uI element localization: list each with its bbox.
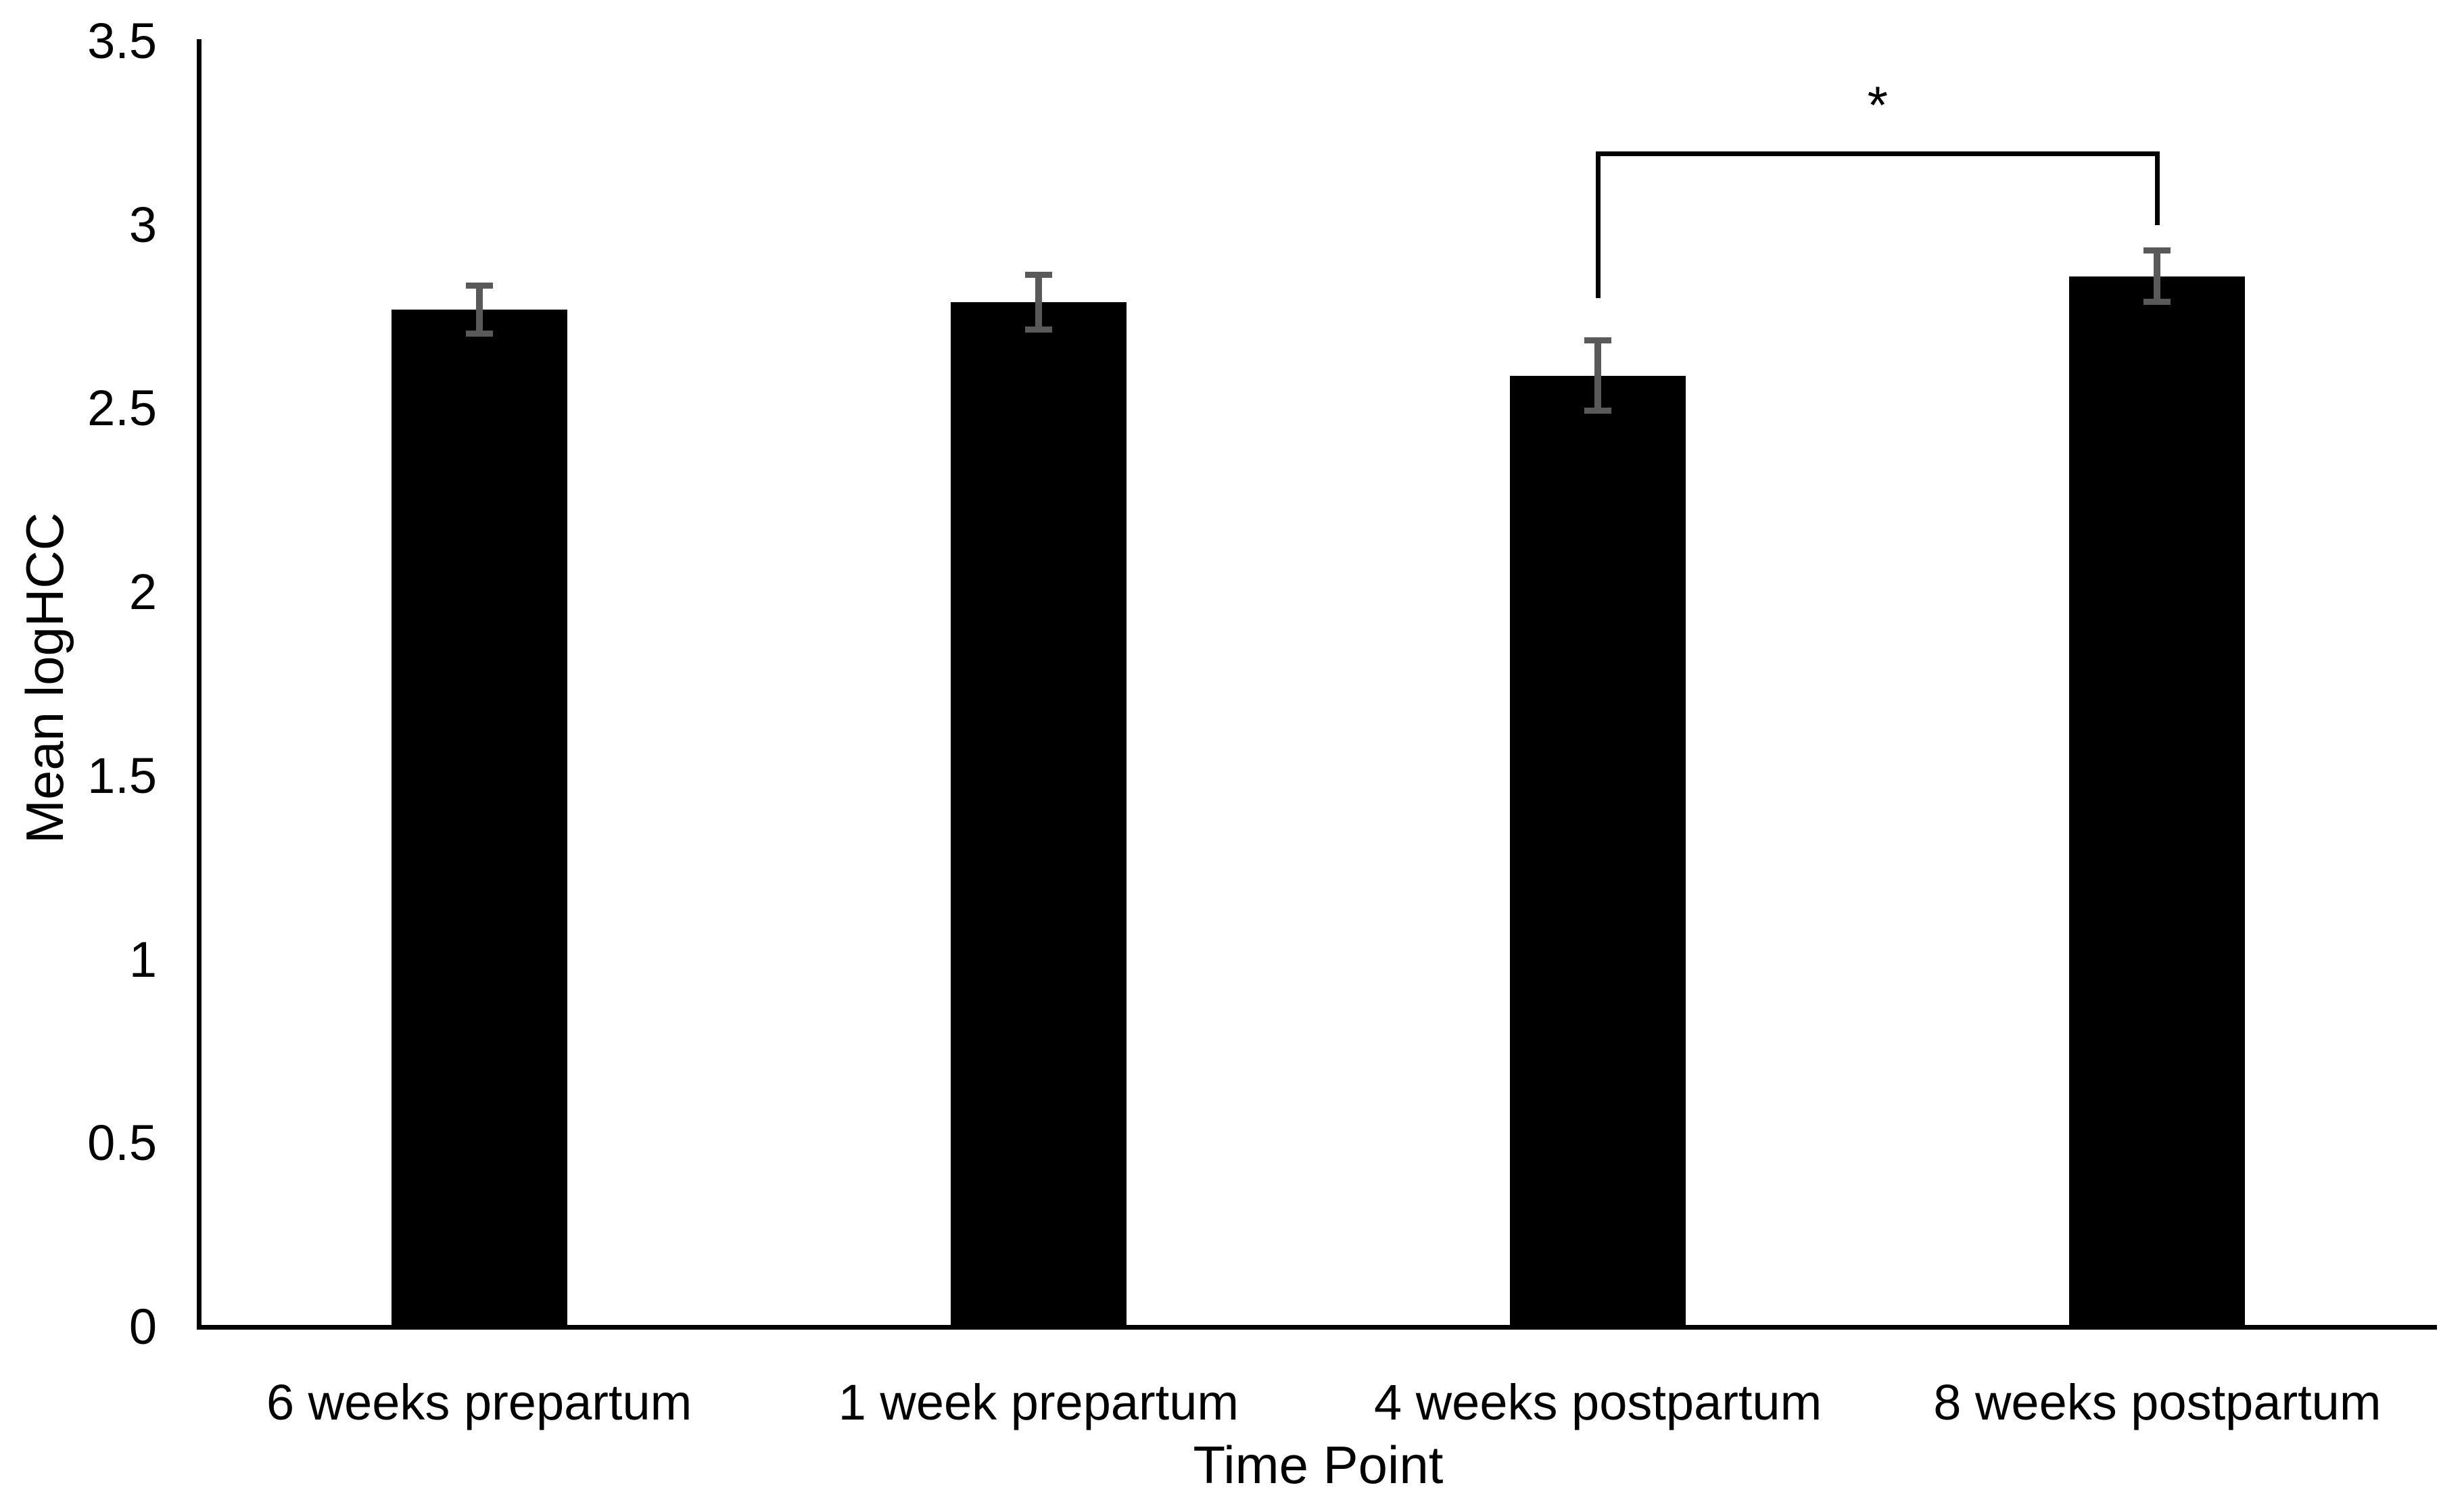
bar bbox=[1510, 375, 1686, 1327]
x-axis-line bbox=[197, 1325, 2437, 1330]
y-tick-label: 0.5 bbox=[87, 1115, 157, 1171]
bar bbox=[2069, 276, 2246, 1327]
y-tick-label: 1.5 bbox=[87, 747, 157, 804]
x-category-label: 4 weeks postpartum bbox=[1374, 1374, 1822, 1430]
error-bar-cap-bottom bbox=[1584, 407, 1612, 414]
error-bar-line bbox=[1035, 274, 1042, 330]
error-bar-cap-bottom bbox=[2143, 299, 2171, 306]
x-category-label: 1 week prepartum bbox=[838, 1374, 1239, 1430]
error-bar-line bbox=[475, 285, 483, 334]
y-tick-label: 2 bbox=[128, 564, 157, 621]
bar bbox=[391, 309, 567, 1327]
bar bbox=[950, 301, 1127, 1327]
error-bar-line bbox=[2154, 250, 2161, 302]
significance-bracket-right-drop bbox=[2154, 151, 2160, 225]
error-bar-cap-top bbox=[465, 282, 493, 289]
error-bar-line bbox=[1594, 340, 1602, 411]
y-tick-label: 3 bbox=[128, 196, 157, 253]
y-axis-title: Mean logHCC bbox=[15, 512, 74, 844]
y-tick-label: 1 bbox=[128, 931, 157, 988]
y-axis-line bbox=[197, 39, 202, 1330]
error-bar-cap-bottom bbox=[1024, 326, 1052, 333]
error-bar-cap-top bbox=[1024, 271, 1052, 278]
y-tick-label: 0 bbox=[128, 1299, 157, 1355]
y-tick-label: 2.5 bbox=[87, 380, 157, 437]
significance-bracket-left-drop bbox=[1595, 151, 1601, 299]
x-category-label: 6 weeks prepartum bbox=[266, 1374, 692, 1430]
error-bar-cap-top bbox=[1584, 337, 1612, 344]
error-bar-cap-top bbox=[2143, 247, 2171, 254]
x-axis-title: Time Point bbox=[1193, 1435, 1444, 1495]
significance-asterisk: * bbox=[1867, 75, 1888, 135]
x-category-label: 8 weeks postpartum bbox=[1933, 1374, 2382, 1430]
y-tick-label: 3.5 bbox=[87, 13, 157, 69]
error-bar-cap-bottom bbox=[465, 330, 493, 337]
significance-bracket-horizontal bbox=[1595, 151, 2160, 157]
